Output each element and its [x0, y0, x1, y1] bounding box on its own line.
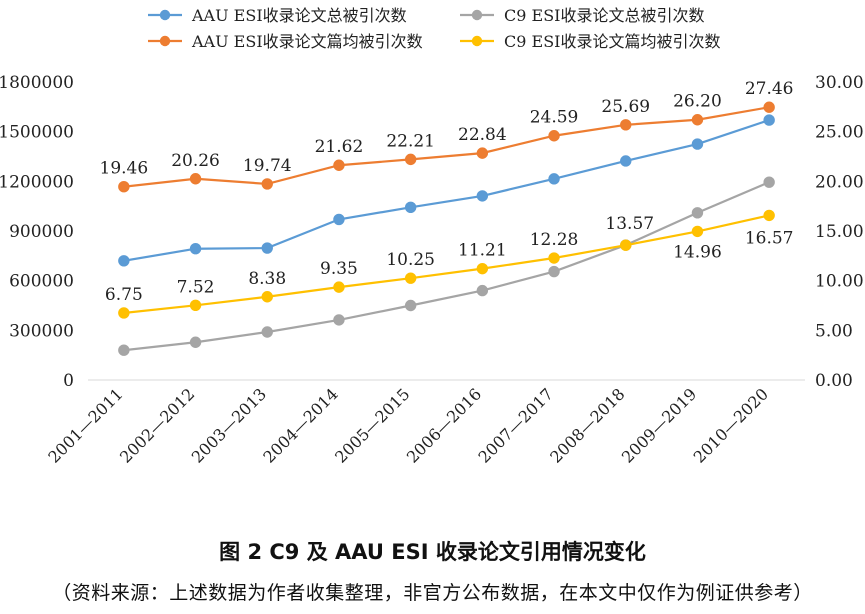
y-left-tick-label: 900000	[9, 222, 74, 242]
series-line-2	[123, 106, 770, 188]
legend-swatch-marker	[471, 9, 483, 21]
data-label: 21.62	[315, 137, 364, 157]
data-point	[261, 178, 273, 190]
data-point	[691, 114, 704, 126]
data-point	[476, 190, 489, 202]
y-left-tick-label: 1800000	[0, 73, 74, 93]
data-point	[118, 344, 130, 356]
x-tick-label: 2006—2016	[403, 384, 485, 466]
x-tick-label: 2004—2014	[259, 384, 341, 466]
legend-swatch-marker	[159, 35, 171, 47]
data-label: 8.38	[248, 269, 286, 289]
data-label: 16.57	[745, 228, 794, 248]
data-point	[404, 299, 417, 312]
line-chart: 0 300000 600000 900000 1200000 1500000 1800000…	[0, 6, 864, 467]
data-label: 22.21	[386, 131, 435, 151]
y-left-tick-label: 1500000	[0, 123, 74, 143]
data-point	[548, 265, 560, 278]
data-label: 7.52	[177, 277, 215, 297]
data-point	[620, 239, 632, 251]
figure-source-note: （资料来源：上述数据为作者收集整理，非官方公布数据，在本文中仅作为例证供参考）	[52, 582, 813, 604]
data-point	[691, 138, 704, 150]
data-point	[333, 213, 345, 226]
data-label: 22.84	[458, 125, 507, 145]
data-point	[620, 155, 632, 167]
data-label: 19.74	[243, 156, 292, 176]
legend-entry: C9 ESI收录论文总被引次数	[504, 6, 704, 25]
x-tick-label: 2003—2013	[188, 384, 270, 466]
data-point	[261, 326, 273, 338]
y-left-tick-label: 1200000	[0, 172, 74, 192]
data-label: 14.96	[673, 242, 722, 262]
series-line-1	[123, 181, 770, 352]
data-label: 26.20	[673, 92, 722, 112]
data-point	[404, 272, 417, 284]
data-point	[548, 173, 560, 185]
y-right-tick-label: 30.00	[815, 73, 864, 93]
y-right-tick-label: 0.00	[815, 371, 853, 391]
data-point	[189, 173, 202, 185]
data-point	[189, 336, 202, 348]
data-point	[548, 130, 560, 142]
y-right-tick-label: 25.00	[815, 123, 864, 143]
y-right-tick-label: 5.00	[815, 321, 853, 341]
data-label: 11.21	[458, 241, 507, 261]
legend-entry: AAU ESI收录论文总被引次数	[191, 6, 407, 25]
data-point	[691, 225, 704, 238]
data-point	[763, 209, 775, 222]
data-point	[189, 299, 202, 312]
x-tick-label: 2009—2019	[618, 384, 700, 466]
y-left-tick-label: 0	[63, 371, 74, 391]
x-tick-label: 2001—2011	[44, 384, 126, 466]
legend-swatch-marker	[159, 9, 171, 21]
x-tick-label: 2002—2012	[116, 384, 198, 466]
x-tick-label: 2008—2018	[546, 384, 628, 466]
data-point	[763, 114, 775, 126]
data-point	[548, 252, 560, 264]
data-label: 6.75	[105, 285, 143, 305]
data-point	[189, 243, 202, 255]
data-label: 9.35	[320, 259, 358, 279]
data-point	[476, 284, 489, 297]
data-label: 27.46	[745, 79, 794, 99]
y-left-tick-label: 300000	[9, 321, 74, 341]
data-label: 25.69	[601, 97, 650, 117]
x-tick-label: 2010—2020	[690, 384, 772, 466]
data-point	[261, 291, 273, 303]
y-left-tick-label: 600000	[9, 272, 74, 292]
data-point	[763, 101, 775, 113]
data-point	[404, 153, 417, 166]
data-point	[476, 147, 489, 159]
data-point	[118, 180, 130, 193]
data-label: 24.59	[530, 108, 579, 128]
data-label: 10.25	[386, 250, 435, 270]
series-line-0	[123, 119, 770, 262]
x-tick-label: 2005—2015	[331, 384, 413, 466]
data-point	[118, 307, 130, 319]
data-point	[763, 176, 775, 188]
data-point	[333, 281, 345, 293]
data-point	[333, 159, 345, 171]
data-label: 12.28	[530, 230, 579, 250]
data-point	[404, 201, 417, 214]
x-tick-label: 2007—2017	[475, 384, 557, 466]
y-right-tick-label: 10.00	[815, 272, 864, 292]
data-point	[333, 314, 345, 326]
data-label: 19.46	[100, 159, 149, 179]
legend-entry: AAU ESI收录论文篇均被引次数	[191, 32, 423, 51]
data-label: 13.57	[605, 214, 654, 234]
data-point	[691, 207, 704, 219]
figure-title: 图 2 C9 及 AAU ESI 收录论文引用情况变化	[219, 540, 646, 564]
data-label: 20.26	[171, 151, 220, 171]
legend-entry: C9 ESI收录论文篇均被引次数	[504, 32, 720, 51]
series-line-3	[123, 214, 770, 315]
data-point	[620, 119, 632, 131]
y-right-tick-label: 15.00	[815, 222, 864, 242]
data-point	[476, 262, 489, 275]
legend-swatch-marker	[471, 35, 483, 47]
y-right-tick-label: 20.00	[815, 172, 864, 192]
data-point	[261, 242, 273, 254]
data-point	[118, 255, 130, 267]
